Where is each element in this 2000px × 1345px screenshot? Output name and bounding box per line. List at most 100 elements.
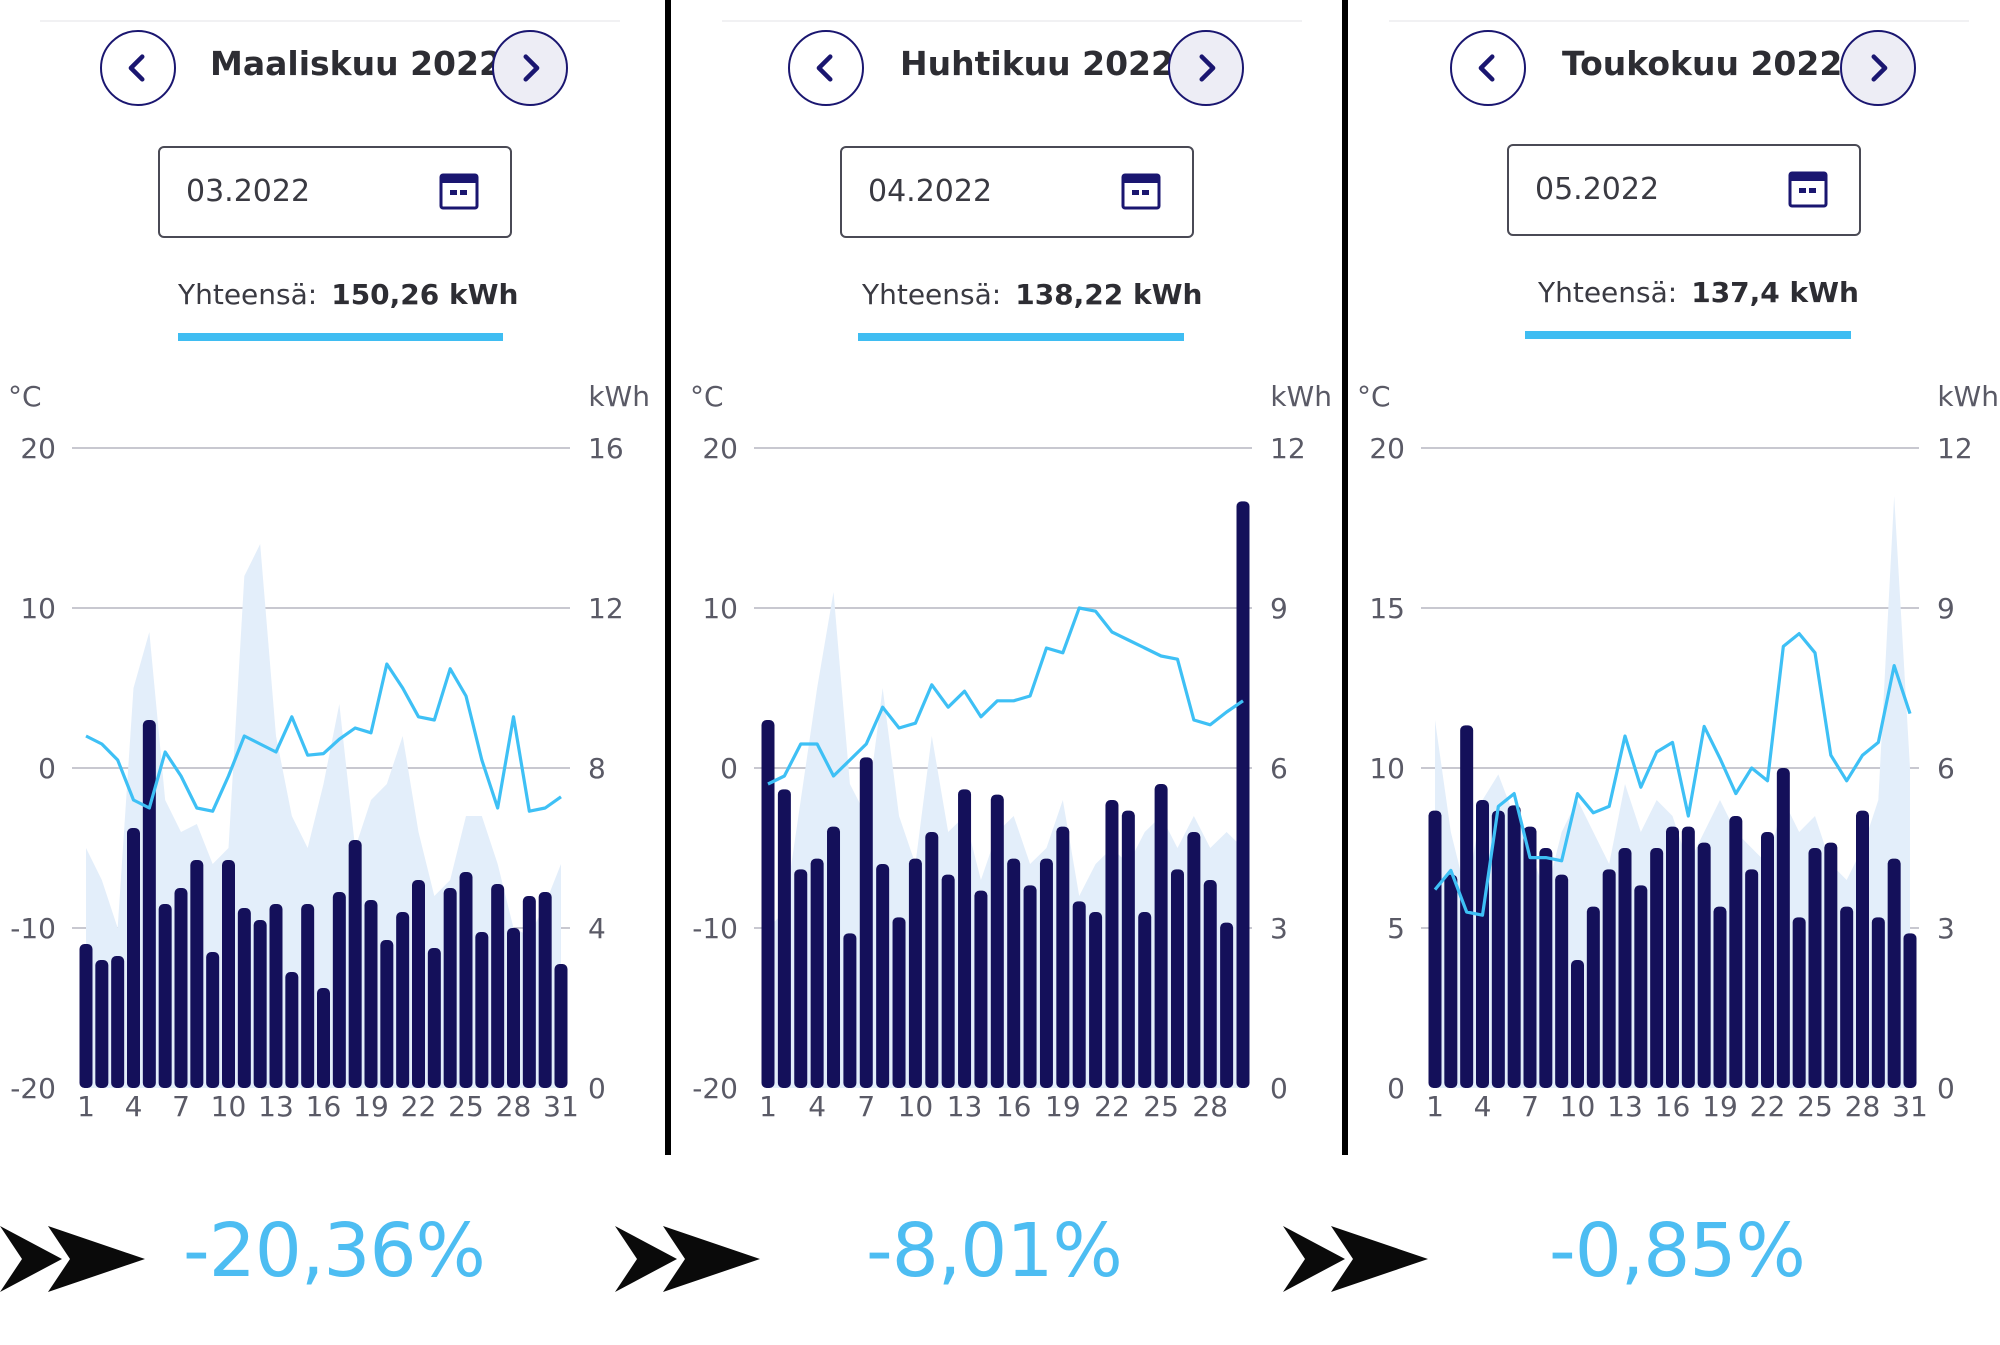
consumption-bar: [1618, 848, 1632, 1088]
consumption-bar: [1792, 917, 1806, 1088]
total-label: Yhteensä:: [862, 278, 1002, 311]
next-month-button[interactable]: [1840, 30, 1916, 106]
x-tick-label: 4: [1474, 1090, 1492, 1123]
consumption-bar: [1666, 826, 1679, 1088]
total-underline: [858, 333, 1184, 341]
consumption-bar: [827, 826, 841, 1088]
right-tick-label: 0: [588, 1072, 606, 1105]
percent-change: -20,36%: [183, 1208, 486, 1294]
calendar-icon[interactable]: [438, 170, 480, 212]
left-axis-unit: °C: [1357, 380, 1391, 413]
consumption-bar: [222, 860, 235, 1088]
consumption-bar: [876, 864, 890, 1088]
consumption-bar: [990, 794, 1004, 1088]
consumption-bar: [332, 892, 346, 1088]
month-picker-field[interactable]: 04.2022: [840, 146, 1194, 238]
month-picker-field[interactable]: 05.2022: [1507, 144, 1861, 236]
left-tick-label: -20: [692, 1072, 738, 1105]
right-tick-label: 0: [1270, 1072, 1288, 1105]
consumption-bar: [1220, 922, 1234, 1088]
consumption-bar: [1745, 869, 1759, 1088]
consumption-bar: [301, 904, 315, 1088]
x-tick-label: 4: [808, 1090, 826, 1123]
consumption-bar: [974, 890, 988, 1088]
right-tick-label: 9: [1270, 592, 1288, 625]
left-axis-unit: °C: [690, 380, 724, 413]
temperature-line: [85, 662, 562, 813]
next-month-button[interactable]: [492, 30, 568, 106]
temperature-line: [1433, 632, 1912, 917]
x-tick-label: 19: [1702, 1090, 1738, 1123]
next-month-button[interactable]: [1168, 30, 1244, 106]
total-underline: [1525, 331, 1851, 339]
consumption-bar: [1072, 901, 1086, 1088]
consumption-bar: [777, 789, 791, 1088]
x-tick-label: 16: [306, 1090, 342, 1123]
x-tick-label: 13: [258, 1090, 294, 1123]
right-tick-label: 6: [1270, 752, 1288, 785]
x-tick-label: 19: [353, 1090, 389, 1123]
left-axis-unit: °C: [8, 380, 42, 413]
calendar-icon[interactable]: [1787, 168, 1829, 210]
temperature-area: [1435, 496, 1910, 1088]
consumption-bar: [1444, 874, 1458, 1088]
x-tick-label: 16: [996, 1090, 1032, 1123]
chevron-left-icon: [816, 54, 833, 82]
right-tick-label: 8: [588, 752, 606, 785]
consumption-bar: [1761, 832, 1774, 1088]
left-tick-label: -10: [692, 912, 738, 945]
consumption-bar: [810, 858, 824, 1088]
previous-month-button[interactable]: [788, 30, 864, 106]
left-tick-label: -20: [10, 1072, 56, 1105]
x-tick-label: 10: [898, 1090, 934, 1123]
x-tick-label: 1: [759, 1090, 777, 1123]
chevron-right-icon: [1871, 54, 1888, 82]
consumption-bar: [538, 892, 552, 1088]
consumption-bar: [958, 789, 972, 1088]
consumption-bar: [1187, 832, 1201, 1088]
consumption-bar: [925, 832, 939, 1088]
calendar-icon[interactable]: [1120, 170, 1162, 212]
left-tick-label: 20: [702, 432, 738, 465]
previous-month-button[interactable]: [100, 30, 176, 106]
left-tick-label: 0: [720, 752, 738, 785]
consumption-bar: [941, 874, 955, 1088]
temperature-line: [767, 606, 1244, 786]
previous-month-button[interactable]: [1450, 30, 1526, 106]
consumption-bar: [79, 944, 93, 1088]
right-axis-unit: kWh: [1270, 380, 1332, 413]
consumption-bar: [1539, 848, 1553, 1088]
consumption-bar: [1089, 912, 1103, 1088]
x-tick-label: 22: [1750, 1090, 1786, 1123]
x-tick-label: 31: [543, 1090, 579, 1123]
consumption-bar: [237, 908, 251, 1088]
consumption-bar: [174, 888, 188, 1088]
consumption-bar: [269, 904, 283, 1088]
consumption-bar: [1903, 933, 1917, 1088]
chevron-right-icon: [523, 54, 540, 82]
right-tick-label: 3: [1937, 912, 1955, 945]
consumption-bar: [443, 888, 457, 1088]
right-tick-label: 12: [588, 592, 624, 625]
total-label: Yhteensä:: [178, 278, 318, 311]
x-tick-label: 1: [77, 1090, 95, 1123]
percent-change: -8,01%: [866, 1208, 1123, 1294]
x-tick-label: 22: [401, 1090, 437, 1123]
consumption-bar: [412, 880, 425, 1088]
consumption-bar: [1650, 848, 1664, 1088]
consumption-bar: [206, 952, 220, 1088]
monthly-total: Yhteensä: 150,26 kWh: [178, 278, 518, 311]
left-tick-label: 10: [1369, 752, 1405, 785]
month-picker-value: 04.2022: [868, 174, 993, 209]
percent-change: -0,85%: [1549, 1208, 1806, 1294]
month-picker-field[interactable]: 03.2022: [158, 146, 512, 238]
consumption-bar: [859, 757, 873, 1088]
x-tick-label: 7: [857, 1090, 875, 1123]
x-tick-label: 28: [496, 1090, 532, 1123]
consumption-bar: [285, 972, 299, 1088]
consumption-bar: [95, 960, 109, 1088]
x-tick-label: 1: [1426, 1090, 1444, 1123]
right-tick-label: 6: [1937, 752, 1955, 785]
consumption-bar: [1121, 810, 1135, 1088]
consumption-bar: [892, 917, 906, 1088]
